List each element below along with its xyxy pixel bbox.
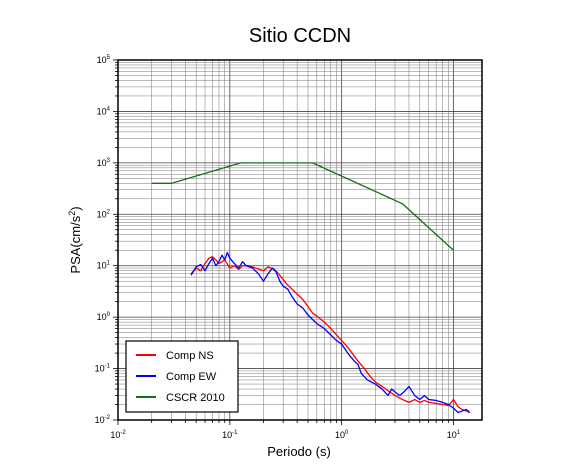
grid-lines <box>117 59 482 421</box>
y-tick-label: 10-1 <box>95 364 111 374</box>
tick-labels: 10-2 10-1 100 101 10-2 10-1 100 101 102 103 104 105 <box>95 55 461 440</box>
y-tick-label: 104 <box>97 106 111 116</box>
legend-label: Comp NS <box>166 350 214 362</box>
chart-title: Sitio CCDN <box>249 25 351 47</box>
legend-label: CSCR 2010 <box>166 392 225 404</box>
y-tick-label: 105 <box>97 55 111 65</box>
series-lines <box>151 162 471 414</box>
axis-ticks <box>113 59 454 425</box>
legend-label: Comp EW <box>166 371 217 383</box>
x-tick-label: 10-1 <box>222 430 238 440</box>
y-tick-label: 100 <box>97 312 111 322</box>
series-line-comp-ns <box>190 256 471 414</box>
x-tick-label: 10-2 <box>110 430 126 440</box>
x-tick-label: 100 <box>335 430 349 440</box>
plot-frame <box>117 59 483 421</box>
series-line-comp-ew <box>190 251 471 414</box>
y-tick-label: 102 <box>97 209 111 219</box>
y-tick-label: 103 <box>97 158 111 168</box>
series-line-cscr-2010 <box>151 162 454 251</box>
y-tick-label: 101 <box>97 261 111 271</box>
legend: Comp NS Comp EW CSCR 2010 <box>125 340 239 413</box>
y-axis-label: PSA(cm/s2) <box>67 206 83 273</box>
x-tick-label: 101 <box>447 430 461 440</box>
x-axis-label: Periodo (s) <box>267 444 331 459</box>
y-tick-label: 10-2 <box>95 415 111 425</box>
